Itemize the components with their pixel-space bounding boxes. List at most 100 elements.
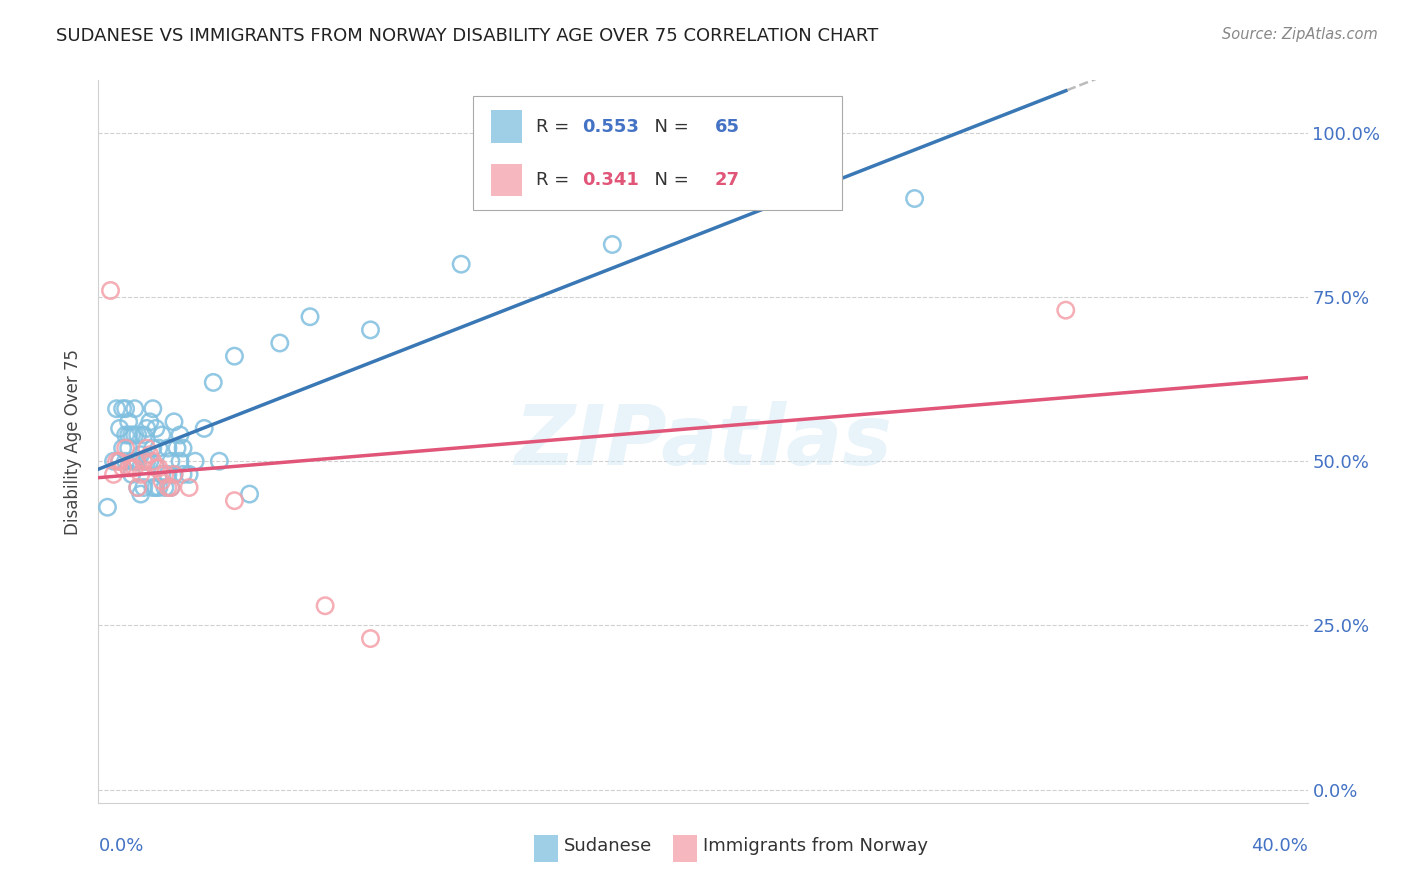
Point xyxy=(153,467,176,482)
Point xyxy=(269,336,291,351)
Point xyxy=(121,460,143,475)
Text: Sudanese: Sudanese xyxy=(564,838,652,855)
Point xyxy=(105,401,128,416)
Point xyxy=(129,448,152,462)
Point xyxy=(127,454,149,468)
Point xyxy=(148,441,170,455)
Point xyxy=(129,487,152,501)
Point xyxy=(124,428,146,442)
Text: 0.553: 0.553 xyxy=(582,118,638,136)
Point xyxy=(169,454,191,468)
Point xyxy=(156,467,179,482)
Text: SUDANESE VS IMMIGRANTS FROM NORWAY DISABILITY AGE OVER 75 CORRELATION CHART: SUDANESE VS IMMIGRANTS FROM NORWAY DISAB… xyxy=(56,27,879,45)
Text: N =: N = xyxy=(643,118,695,136)
Point xyxy=(179,467,201,482)
Point xyxy=(208,454,231,468)
Text: N =: N = xyxy=(643,171,695,189)
Point xyxy=(121,467,143,482)
Point xyxy=(150,467,173,482)
Point xyxy=(142,481,165,495)
Point xyxy=(172,467,194,482)
Point xyxy=(150,474,173,488)
Text: ZIPatlas: ZIPatlas xyxy=(515,401,891,482)
Point xyxy=(153,481,176,495)
Bar xyxy=(534,835,558,862)
Point xyxy=(127,428,149,442)
Point xyxy=(1054,303,1077,318)
Point xyxy=(156,481,179,495)
Point xyxy=(121,454,143,468)
Point xyxy=(160,481,183,495)
Y-axis label: Disability Age Over 75: Disability Age Over 75 xyxy=(65,349,83,534)
Point xyxy=(124,401,146,416)
Point xyxy=(108,454,131,468)
Text: 0.341: 0.341 xyxy=(582,171,638,189)
Point xyxy=(108,421,131,435)
Point xyxy=(108,454,131,468)
Point xyxy=(160,454,183,468)
Point xyxy=(179,481,201,495)
Point xyxy=(127,481,149,495)
Point xyxy=(314,599,336,613)
Point xyxy=(114,454,136,468)
Text: R =: R = xyxy=(536,171,575,189)
Point xyxy=(163,467,186,482)
Point xyxy=(105,454,128,468)
Point xyxy=(299,310,322,324)
Point xyxy=(118,441,141,455)
Point xyxy=(156,441,179,455)
Point xyxy=(202,376,225,390)
Point xyxy=(127,481,149,495)
Point xyxy=(193,421,215,435)
Point xyxy=(139,448,162,462)
Point xyxy=(114,441,136,455)
Point xyxy=(111,441,134,455)
Point xyxy=(114,401,136,416)
Point xyxy=(100,284,122,298)
Point xyxy=(160,481,183,495)
Point xyxy=(124,460,146,475)
Point xyxy=(139,454,162,468)
Point xyxy=(148,481,170,495)
Point xyxy=(224,349,246,363)
Text: 0.0%: 0.0% xyxy=(98,838,143,855)
Point xyxy=(135,421,157,435)
Point xyxy=(163,467,186,482)
Point xyxy=(124,454,146,468)
Point xyxy=(145,481,167,495)
Bar xyxy=(492,164,522,196)
Point xyxy=(103,454,125,468)
Point xyxy=(103,467,125,482)
Point xyxy=(145,421,167,435)
Point xyxy=(132,454,155,468)
Point xyxy=(602,237,624,252)
Point xyxy=(118,460,141,475)
Point xyxy=(114,428,136,442)
Point xyxy=(135,454,157,468)
Point xyxy=(96,500,118,515)
Text: Source: ZipAtlas.com: Source: ZipAtlas.com xyxy=(1222,27,1378,42)
Point xyxy=(142,401,165,416)
Point xyxy=(111,460,134,475)
Text: R =: R = xyxy=(536,118,575,136)
Point xyxy=(169,428,191,442)
Text: 40.0%: 40.0% xyxy=(1251,838,1308,855)
Point xyxy=(450,257,472,271)
Point xyxy=(118,428,141,442)
Point xyxy=(111,401,134,416)
Bar xyxy=(492,111,522,143)
Point xyxy=(224,493,246,508)
Point xyxy=(121,428,143,442)
Point xyxy=(129,467,152,482)
Point xyxy=(360,323,382,337)
Point xyxy=(239,487,262,501)
Point xyxy=(166,441,188,455)
Text: 27: 27 xyxy=(716,171,740,189)
Point xyxy=(132,481,155,495)
Point xyxy=(904,192,927,206)
Point xyxy=(172,441,194,455)
Point xyxy=(150,428,173,442)
Point xyxy=(139,415,162,429)
Text: Immigrants from Norway: Immigrants from Norway xyxy=(703,838,928,855)
FancyBboxPatch shape xyxy=(474,96,842,211)
